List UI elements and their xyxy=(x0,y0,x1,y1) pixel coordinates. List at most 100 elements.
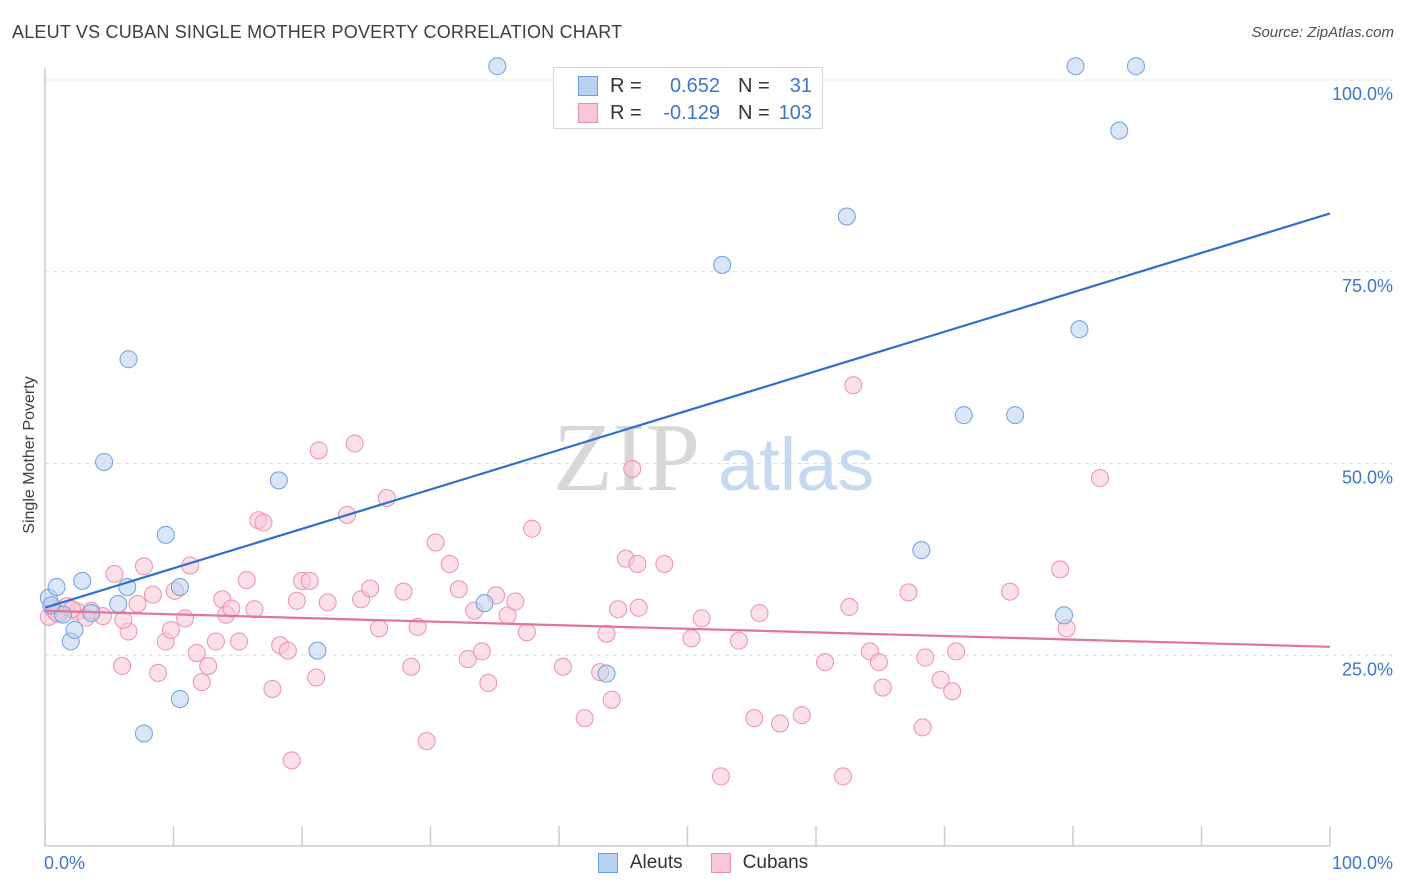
cubans-point xyxy=(230,632,249,651)
cubans-point xyxy=(300,571,319,590)
aleuts-point xyxy=(1006,406,1025,425)
aleuts-legend-label: Aleuts xyxy=(629,852,683,873)
x-tick-label: 0.0% xyxy=(44,853,85,873)
cubans-point xyxy=(192,673,211,692)
cubans-point xyxy=(370,619,389,638)
cubans-point xyxy=(711,767,730,786)
cubans-point xyxy=(869,653,888,672)
cubans-point xyxy=(899,583,918,602)
cubans-swatch xyxy=(578,103,598,123)
aleuts-point xyxy=(954,406,973,425)
watermark-atlas: atlas xyxy=(718,423,874,506)
aleuts-point xyxy=(65,620,84,639)
aleuts-point xyxy=(308,641,327,660)
cubans-point xyxy=(1090,469,1109,488)
cubans-point xyxy=(318,593,337,612)
cubans-point xyxy=(408,617,427,636)
cubans-point xyxy=(517,623,536,642)
cubans-point xyxy=(440,554,459,573)
cubans-point xyxy=(623,459,642,478)
chart-title: ALEUT VS CUBAN SINGLE MOTHER POVERTY COR… xyxy=(12,22,623,42)
x-tick-label: 100.0% xyxy=(1332,853,1393,873)
watermark-zip: ZIP xyxy=(553,404,700,512)
aleuts-swatch xyxy=(578,76,598,96)
cubans-point xyxy=(114,610,133,629)
cubans-point xyxy=(628,554,647,573)
tick-labels: 25.0% 50.0% 75.0% 100.0% 0.0% 100.0% xyxy=(44,84,1393,873)
cubans-point xyxy=(161,620,180,639)
aleuts-point xyxy=(912,541,931,560)
aleuts-point xyxy=(1070,320,1089,339)
cubans-point xyxy=(947,642,966,661)
cubans-point xyxy=(149,663,168,682)
cubans-point xyxy=(458,650,477,669)
cubans-legend-swatch xyxy=(710,853,731,873)
cubans-point xyxy=(629,598,648,617)
cubans-point xyxy=(655,554,674,573)
cubans-point xyxy=(1051,560,1070,579)
zipatlas-watermark: ZIP atlas xyxy=(553,404,874,512)
cubans-point xyxy=(417,732,436,751)
y-tick-label: 75.0% xyxy=(1342,276,1393,296)
cubans-point xyxy=(931,670,950,689)
cubans-point xyxy=(287,591,306,610)
aleuts-legend-swatch xyxy=(597,853,618,873)
aleuts-point xyxy=(134,724,153,743)
cubans-r-value: -0.129 xyxy=(663,101,720,124)
n-label: N = xyxy=(738,74,770,97)
legend-item-cubans[interactable]: Cubans xyxy=(710,852,808,874)
correlation-legend: R = 0.652 N = 31 R = -0.129 N = 103 xyxy=(553,67,823,129)
cubans-point xyxy=(309,441,328,460)
legend-row-cubans: R = -0.129 N = 103 xyxy=(578,100,812,126)
cubans-point xyxy=(345,434,364,453)
cubans-point xyxy=(682,629,701,648)
aleuts-point xyxy=(837,207,856,226)
cubans-point xyxy=(472,642,491,661)
aleuts-point xyxy=(475,594,494,613)
gridlines xyxy=(45,79,1392,656)
cubans-point xyxy=(609,600,628,619)
source-credit: Source: ZipAtlas.com xyxy=(1251,24,1394,41)
cubans-point xyxy=(206,632,225,651)
aleuts-point xyxy=(95,452,114,471)
r-label: R = xyxy=(610,101,642,124)
n-label: N = xyxy=(738,101,770,124)
cubans-point xyxy=(523,519,542,538)
cubans-point xyxy=(105,564,124,583)
cubans-point xyxy=(692,609,711,628)
cubans-point xyxy=(263,679,282,698)
y-tick-label: 25.0% xyxy=(1342,659,1393,679)
cubans-point xyxy=(254,513,273,532)
aleuts-point xyxy=(1110,121,1129,140)
cubans-point xyxy=(187,643,206,662)
axes xyxy=(44,68,1331,847)
cubans-point xyxy=(575,709,594,728)
cubans-point xyxy=(199,656,218,675)
cubans-point xyxy=(237,571,256,590)
data-points xyxy=(39,57,1145,786)
aleuts-point xyxy=(119,350,138,369)
cubans-point xyxy=(176,609,195,628)
cubans-point xyxy=(307,668,326,687)
legend-row-aleuts: R = 0.652 N = 31 xyxy=(578,73,812,99)
aleuts-n-value: 31 xyxy=(789,74,812,97)
cubans-point xyxy=(426,533,445,552)
cubans-trend-line xyxy=(44,609,1331,648)
y-tick-label: 100.0% xyxy=(1332,84,1393,104)
cubans-point xyxy=(602,690,621,709)
cubans-point xyxy=(282,751,301,770)
aleuts-point xyxy=(269,471,288,490)
aleuts-trend-line xyxy=(44,212,1331,609)
cubans-point xyxy=(553,657,572,676)
cubans-point xyxy=(449,580,468,599)
aleuts-point xyxy=(156,525,175,544)
cubans-point xyxy=(729,631,748,650)
aleuts-point xyxy=(170,689,189,708)
cubans-point xyxy=(771,714,790,733)
cubans-point xyxy=(361,579,380,598)
cubans-point xyxy=(113,656,132,675)
aleuts-point xyxy=(47,577,66,596)
aleuts-point xyxy=(597,664,616,683)
legend-item-aleuts[interactable]: Aleuts xyxy=(597,852,683,874)
